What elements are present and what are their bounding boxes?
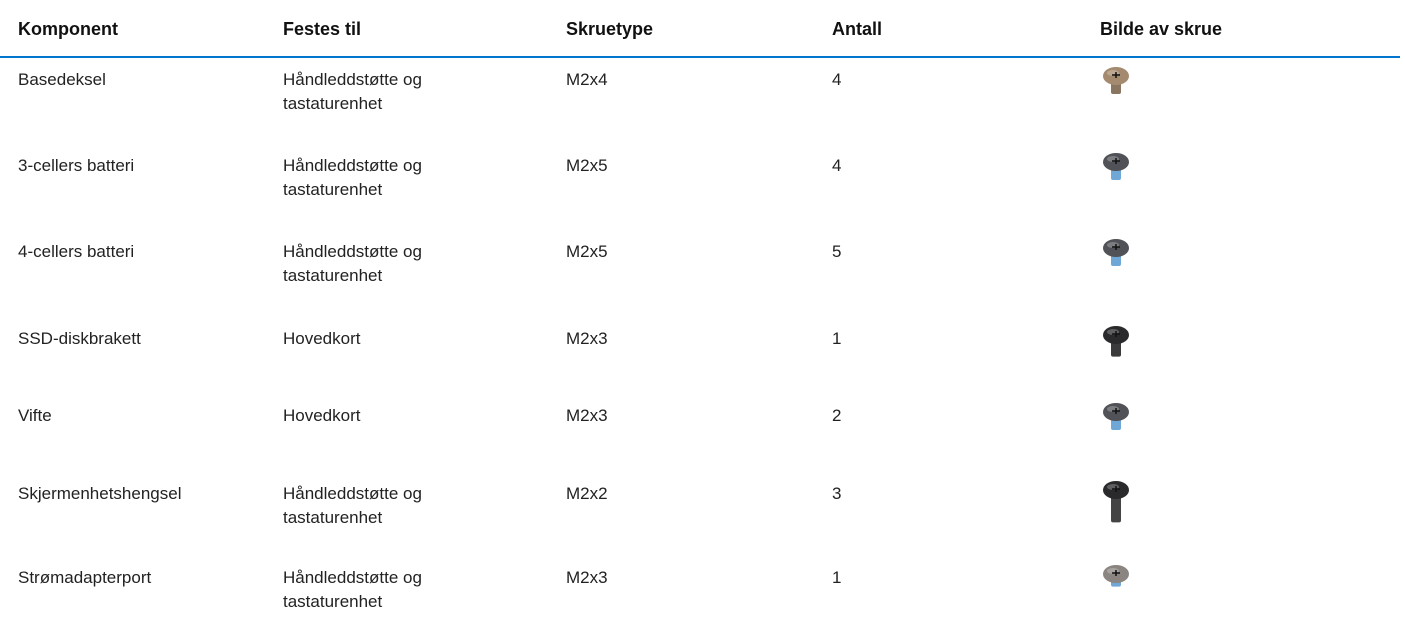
table-cell: Håndleddstøtte og tastaturenhet	[283, 68, 498, 116]
table-cell: M2x5	[566, 240, 816, 264]
screw-image	[1096, 560, 1136, 617]
screw-image	[1096, 476, 1136, 536]
table-cell: M2x4	[566, 68, 816, 92]
table-cell: SSD-diskbrakett	[18, 327, 268, 351]
table-cell: M2x3	[566, 404, 816, 428]
header-cell: Komponent	[18, 17, 268, 41]
table-cell: 5	[832, 240, 1082, 264]
table-cell: 4-cellers batteri	[18, 240, 268, 264]
header-cell: Bilde av skrue	[1100, 17, 1380, 41]
table-cell: Håndleddstøtte og tastaturenhet	[283, 566, 498, 614]
screw-image	[1096, 321, 1136, 381]
header-cell: Festes til	[283, 17, 498, 41]
table-cell: 3-cellers batteri	[18, 154, 268, 178]
table-cell: 3	[832, 482, 1082, 506]
table-cell: Strømadapterport	[18, 566, 268, 590]
table-cell: Vifte	[18, 404, 268, 428]
table-cell: M2x2	[566, 482, 816, 506]
table-cell: 1	[832, 566, 1082, 590]
header-cell: Antall	[832, 17, 1082, 41]
header-rule	[0, 56, 1400, 58]
table-cell: 4	[832, 154, 1082, 178]
table-cell: Hovedkort	[283, 327, 498, 351]
screw-image	[1096, 62, 1136, 122]
table-cell: M2x3	[566, 566, 816, 590]
screw-image	[1096, 148, 1136, 208]
table-cell: 4	[832, 68, 1082, 92]
screw-image	[1096, 398, 1136, 458]
table-cell: M2x5	[566, 154, 816, 178]
table-cell: Hovedkort	[283, 404, 498, 428]
table-cell: 2	[832, 404, 1082, 428]
table-cell: Håndleddstøtte og tastaturenhet	[283, 482, 498, 530]
table-cell: 1	[832, 327, 1082, 351]
table-cell: M2x3	[566, 327, 816, 351]
page: Komponent Festes til Skruetype Antall Bilde …	[0, 0, 1405, 617]
table-cell: Håndleddstøtte og tastaturenhet	[283, 240, 498, 288]
table-cell: Skjermenhetshengsel	[18, 482, 268, 506]
table-cell: Basedeksel	[18, 68, 268, 92]
screw-image	[1096, 234, 1136, 294]
header-cell: Skruetype	[566, 17, 816, 41]
table-cell: Håndleddstøtte og tastaturenhet	[283, 154, 498, 202]
